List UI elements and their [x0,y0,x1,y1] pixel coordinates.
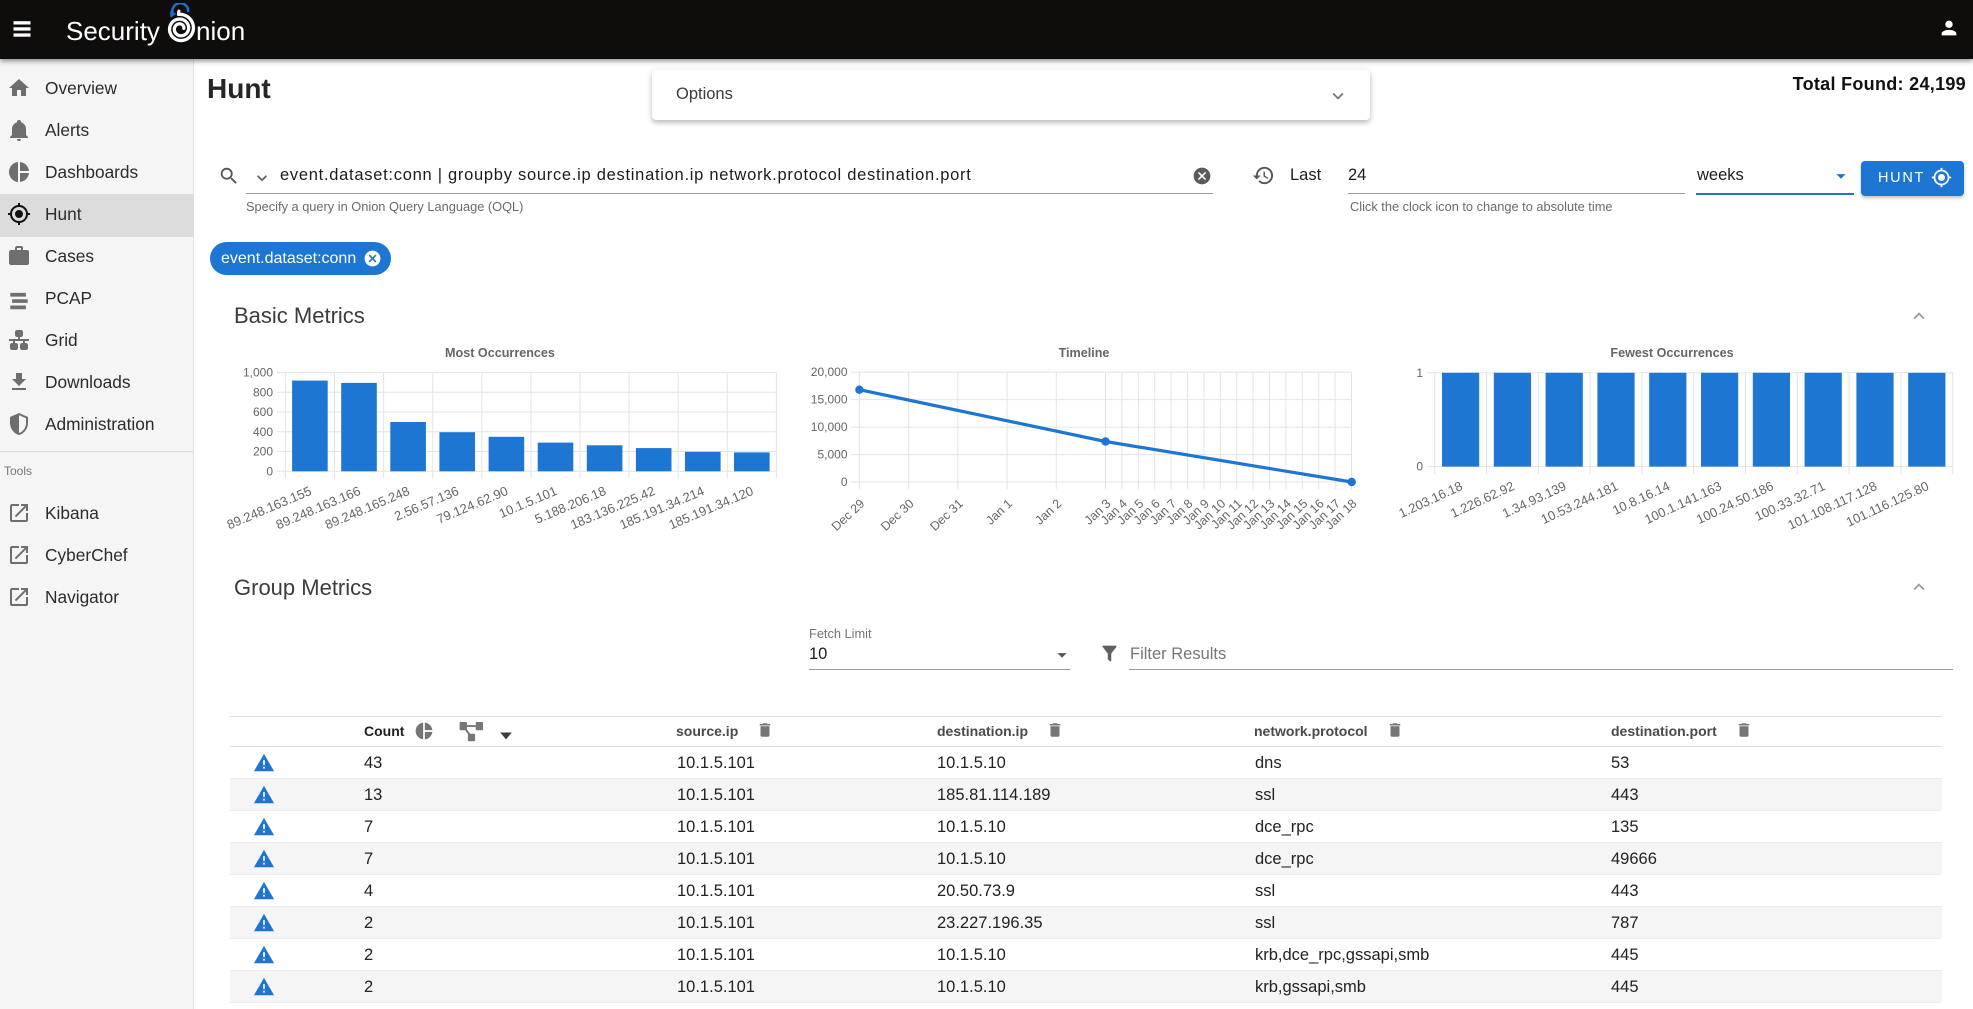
svg-text:800: 800 [253,385,273,399]
svg-text:1,000: 1,000 [243,366,273,380]
svg-text:Dec 29: Dec 29 [829,496,868,533]
svg-text:1: 1 [1416,366,1423,380]
svg-text:Timeline: Timeline [1059,346,1110,360]
svg-text:0: 0 [266,464,273,478]
svg-text:200: 200 [253,445,273,459]
svg-text:Dec 30: Dec 30 [878,496,917,533]
svg-text:600: 600 [253,405,273,419]
svg-text:Most Occurrences: Most Occurrences [445,346,555,360]
svg-text:10,000: 10,000 [811,420,848,434]
svg-text:5,000: 5,000 [817,448,847,462]
svg-text:400: 400 [253,425,273,439]
svg-text:Jan 2: Jan 2 [1032,496,1064,527]
svg-text:Jan 1: Jan 1 [983,496,1015,527]
svg-text:Fewest Occurrences: Fewest Occurrences [1610,346,1733,360]
svg-text:0: 0 [1416,460,1423,474]
svg-text:0: 0 [841,475,848,489]
svg-text:20,000: 20,000 [811,365,848,379]
svg-text:15,000: 15,000 [811,393,848,407]
svg-text:Dec 31: Dec 31 [927,496,966,533]
